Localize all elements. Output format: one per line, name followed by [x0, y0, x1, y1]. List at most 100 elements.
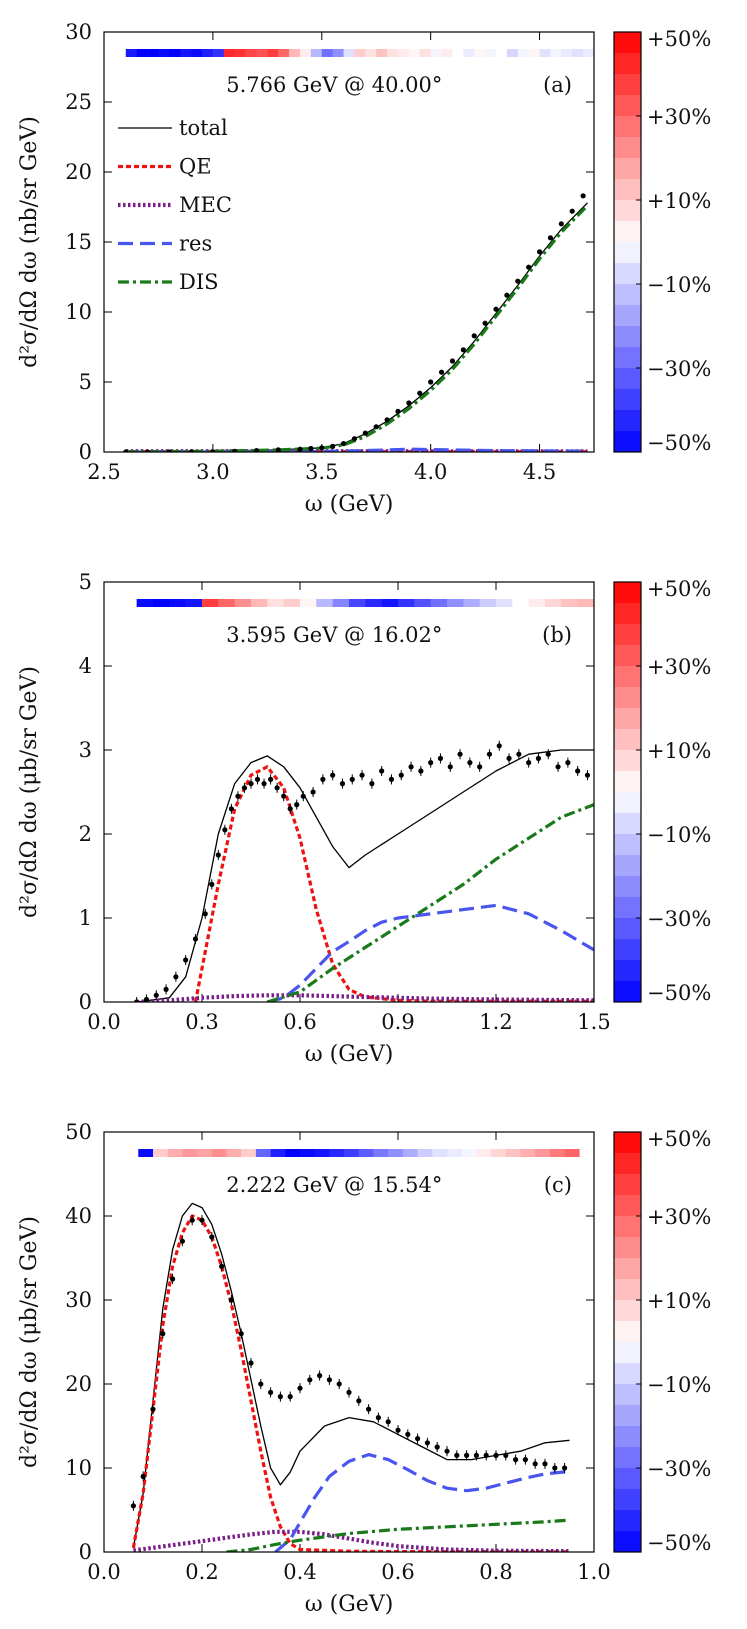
data-point: [248, 781, 254, 787]
colorbar-tick-label: +30%: [647, 105, 711, 129]
x-tick-label: 0.0: [87, 1560, 120, 1584]
data-point: [555, 764, 561, 770]
x-tick-label: 1.0: [577, 1560, 610, 1584]
ratio-strip-cell: [256, 49, 268, 57]
ratio-strip-cell: [491, 1149, 507, 1157]
ratio-strip-cell: [496, 49, 508, 57]
data-point: [140, 1473, 146, 1479]
data-point: [275, 447, 281, 452]
data-point: [248, 1360, 254, 1366]
ratio-strip-cell: [202, 599, 219, 607]
data-point: [134, 999, 140, 1002]
data-point: [241, 785, 248, 791]
colorbar-segment: [614, 53, 641, 75]
data-point: [384, 417, 390, 423]
colorbar-segment: [614, 834, 641, 856]
ratio-strip-cell: [365, 599, 382, 607]
plot-area: [130, 1149, 580, 1552]
y-tick-label: 50: [65, 1120, 92, 1144]
ratio-strip-cell: [398, 49, 410, 57]
colorbar-frame: [613, 581, 642, 1003]
ratio-strip-cell: [506, 49, 519, 57]
colorbar-segment: [614, 876, 641, 898]
ratio-strip-cell: [373, 1149, 389, 1157]
data-point: [300, 793, 306, 799]
ratio-strip-cell: [505, 1149, 521, 1157]
data-point: [486, 751, 493, 757]
colorbar-tick-label: +30%: [647, 1205, 711, 1229]
data-point: [199, 1217, 205, 1223]
series-res: [274, 1452, 570, 1552]
x-tick-label: 0.8: [479, 1560, 512, 1584]
data-point: [473, 1452, 479, 1458]
data-point: [254, 776, 261, 783]
colorbar-tick-label: −10%: [647, 273, 711, 297]
data-point: [417, 390, 423, 396]
colorbar-tick-label: +50%: [647, 27, 711, 51]
ratio-strip-cell: [572, 49, 584, 57]
data-point: [179, 1238, 185, 1244]
data-point: [209, 881, 215, 888]
data-point: [330, 443, 336, 449]
colorbar-segment: [614, 855, 641, 877]
colorbar-segment: [614, 960, 641, 982]
panel-2: 0.0 0.3 0.6 0.9 1.2 1.5 0 1 2 3 4 5 ω (GeV) d²σ/dΩ dω…: [17, 570, 711, 1067]
data-point: [258, 1381, 264, 1387]
ratio-strip-cell: [255, 1149, 271, 1157]
colorbar-segment: [614, 750, 641, 772]
x-tick-label: 3.5: [305, 460, 338, 484]
data-point: [310, 789, 316, 795]
y-axis-label: d²σ/dΩ dω (μb/sr GeV): [17, 1216, 42, 1468]
data-point: [209, 1234, 215, 1240]
data-point: [388, 776, 395, 783]
ratio-strip-cell: [528, 49, 540, 57]
x-tick-label: 2.5: [87, 460, 120, 484]
plot-frame: [103, 1131, 595, 1553]
ratio-strip-cell: [241, 1149, 257, 1157]
colorbar: +50% +30% +10% −10% −30% −50%: [613, 577, 711, 1005]
data-point: [130, 1503, 136, 1509]
data-point: [503, 1452, 509, 1458]
data-point: [297, 1385, 303, 1391]
data-point: [437, 755, 444, 762]
ratio-strip-cell: [283, 599, 301, 607]
data-point: [454, 1452, 460, 1458]
data-point: [569, 208, 575, 214]
colorbar-segment: [614, 347, 641, 369]
ratio-strip-cell: [561, 599, 578, 607]
x-tick-label: 3.0: [196, 460, 229, 484]
ratio-strip-cell: [125, 49, 137, 57]
colorbar-segment: [614, 666, 641, 688]
ratio-strip-cell: [226, 1149, 242, 1157]
ratio-strip-cell: [354, 49, 366, 57]
y-axis-label: d²σ/dΩ dω (nb/sr GeV): [17, 116, 42, 368]
ratio-strip-cell: [452, 49, 464, 57]
data-point: [369, 781, 375, 787]
series-res: [266, 903, 594, 1002]
ratio-strip-cell: [447, 599, 464, 607]
ratio-strip-cell: [417, 1149, 433, 1157]
y-tick-label: 40: [65, 1204, 92, 1228]
ratio-strip-cell: [583, 49, 594, 57]
panel-1: 2.5 3.0 3.5 4.0 4.5 0 5 10 15 20 25 30 ω (GeV) d²σ/dΩ…: [17, 20, 711, 517]
series-dis: [266, 803, 594, 1002]
colorbar-tick-label: −30%: [647, 1457, 711, 1481]
colorbar-segment: [614, 1447, 641, 1469]
ratio-strip-cell: [432, 1149, 448, 1157]
ratio-strip-cell: [430, 599, 448, 607]
y-tick-label: 0: [79, 440, 92, 464]
data-point: [406, 400, 412, 406]
data-point: [496, 743, 502, 749]
ratio-strip-cell: [365, 49, 377, 57]
series-dis: [226, 1518, 570, 1552]
ratio-strip-cell: [185, 599, 203, 607]
ratio-strip-cell: [300, 1149, 315, 1157]
colorbar-segment: [614, 431, 641, 453]
data-point: [228, 1297, 234, 1303]
ratio-strip-cell: [153, 599, 170, 607]
data-point: [565, 760, 571, 766]
ratio-strip-cell: [251, 599, 268, 607]
ratio-strip-cell: [234, 599, 252, 607]
colorbar-segment: [614, 1258, 641, 1280]
ratio-strip-cell: [381, 599, 399, 607]
